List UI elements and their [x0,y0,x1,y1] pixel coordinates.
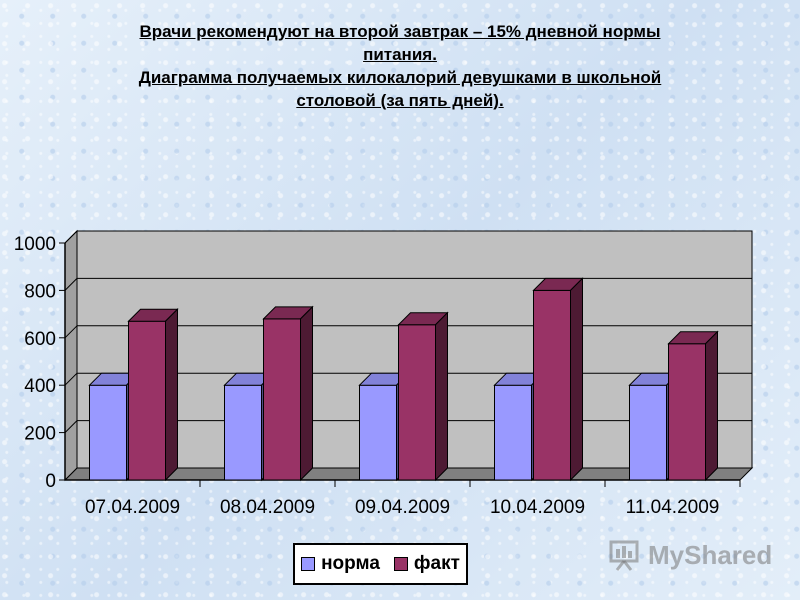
y-tick-label: 600 [24,329,56,350]
bar-norma-front [629,384,667,481]
chart-title: Врачи рекомендуют на второй завтрак – 15… [60,20,740,112]
legend-swatch-norma [301,557,316,571]
x-tick-label: 10.04.2009 [490,497,585,518]
legend-item-norma: норма [301,553,380,575]
x-tick-label: 07.04.2009 [85,497,180,518]
title-line-2: питания. [363,45,437,64]
legend-label-norma: норма [321,553,380,574]
y-tick-label: 0 [45,471,56,492]
y-tick-label: 200 [24,424,56,445]
title-line-1: Врачи рекомендуют на второй завтрак – 15… [139,22,661,41]
gridline-side [64,372,78,386]
bar-fakt-front [668,343,706,481]
gridline-side [64,230,78,244]
bar-norma-front [494,384,532,481]
bar-fakt-front [263,318,301,481]
y-tick-label: 400 [24,376,56,397]
y-tick-label: 800 [24,281,56,302]
bar-fakt-front [398,324,436,481]
legend-label-fakt: факт [413,553,460,574]
legend-item-fakt: факт [393,553,460,575]
watermark: MyShared [608,538,772,572]
bar-norma-front [224,384,262,481]
bar-fakt-side [435,311,448,482]
bar-fakt-front [533,289,571,481]
y-tick-label: 1000 [14,234,56,255]
legend-swatch-fakt [393,557,408,571]
bar-norma-front [359,384,397,481]
bar-fakt-side [165,308,178,482]
gridline-side [64,278,78,291]
bar-fakt-side [705,330,718,482]
presentation-board-icon [609,540,639,571]
bar-fakt-front [128,320,166,481]
bar-norma-front [89,384,127,481]
x-tick-label: 09.04.2009 [355,497,450,518]
title-line-3: Диаграмма получаемых килокалорий девушка… [138,68,662,87]
x-tick-label: 08.04.2009 [220,497,315,518]
title-line-4: столовой (за пять дней). [296,91,504,110]
bar-fakt-side [300,305,313,482]
chart-legend: норма факт [293,543,468,585]
gridline-side [64,325,78,339]
gridline-side [64,420,78,433]
watermark-text: MyShared [648,539,773,570]
bar-fakt-side [570,277,583,482]
x-tick-label: 11.04.2009 [626,497,720,518]
plot-side-wall [64,229,78,482]
